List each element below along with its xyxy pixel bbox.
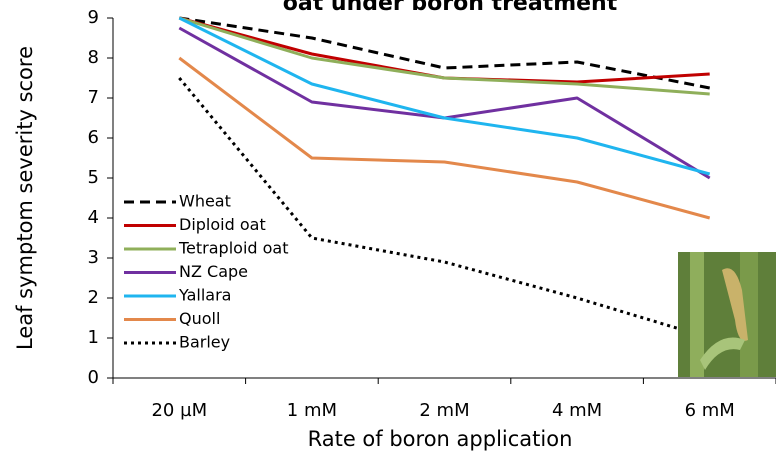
y-tick-label: 9 bbox=[88, 7, 99, 28]
y-tick-label: 2 bbox=[88, 287, 99, 308]
x-tick-label: 6 mM bbox=[685, 400, 735, 421]
legend-label: Tetraploid oat bbox=[178, 239, 289, 258]
chart: oat under boron treatment Leaf symptom s… bbox=[0, 0, 776, 456]
legend-label: Barley bbox=[179, 333, 230, 352]
y-tick-label: 6 bbox=[88, 127, 99, 148]
y-tick-label: 1 bbox=[88, 327, 99, 348]
y-tick-label: 0 bbox=[88, 367, 99, 388]
y-tick-label: 7 bbox=[88, 87, 99, 108]
series-line bbox=[179, 58, 709, 218]
legend-label: Yallara bbox=[178, 286, 231, 305]
legend-label: Diploid oat bbox=[179, 215, 266, 234]
series-line bbox=[179, 28, 709, 178]
x-tick-label: 4 mM bbox=[552, 400, 602, 421]
legend-label: Quoll bbox=[179, 309, 220, 328]
y-axis-title: Leaf symptom severity score bbox=[13, 46, 37, 350]
y-tick-label: 8 bbox=[88, 47, 99, 68]
legend-label: Wheat bbox=[179, 192, 231, 211]
x-axis-title: Rate of boron application bbox=[308, 427, 573, 451]
chart-title: oat under boron treatment bbox=[283, 0, 618, 16]
photo bbox=[678, 252, 776, 377]
x-tick-label: 1 mM bbox=[287, 400, 337, 421]
y-tick-label: 3 bbox=[88, 247, 99, 268]
legend-label: NZ Cape bbox=[179, 262, 248, 281]
x-tick-label: 2 mM bbox=[419, 400, 469, 421]
y-tick-label: 5 bbox=[88, 167, 99, 188]
x-tick-label: 20 µM bbox=[151, 400, 207, 421]
y-tick-label: 4 bbox=[88, 207, 99, 228]
